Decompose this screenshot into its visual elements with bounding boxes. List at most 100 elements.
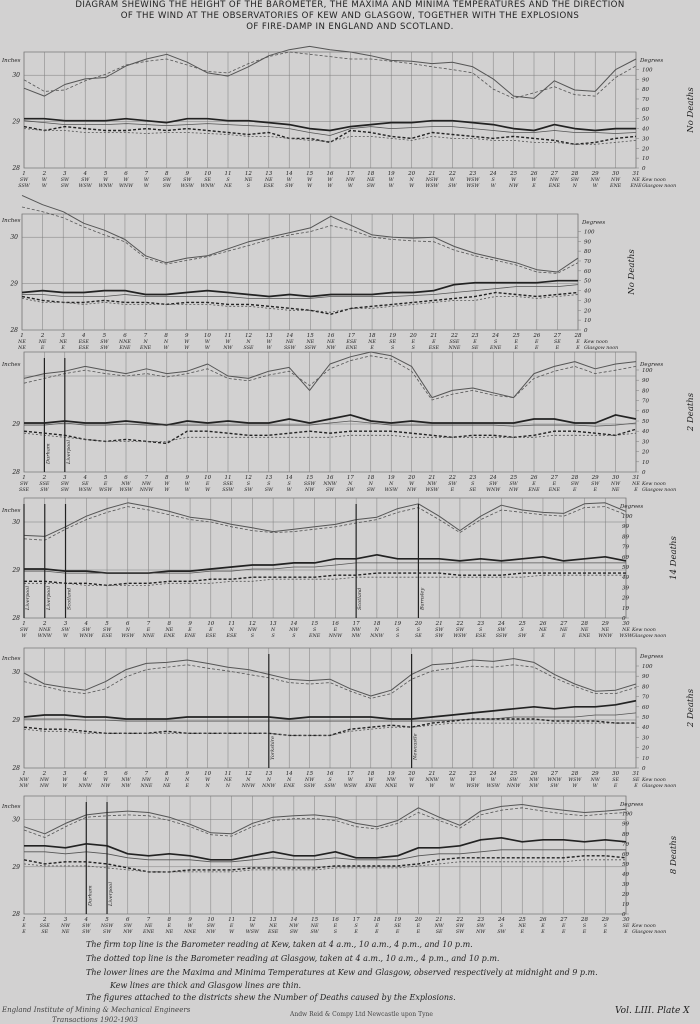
glasgow-wind-label: NW [406, 487, 417, 493]
day-tick-label: 1 [22, 621, 26, 627]
kew-wind-label: NE [164, 627, 173, 633]
glasgow-wind-label: E [540, 633, 545, 639]
kew-wind-label: S [313, 627, 317, 633]
day-tick-label: 3 [63, 475, 67, 481]
glasgow-wind-label: W [409, 783, 415, 789]
kew-wind-label: NNW [424, 777, 439, 783]
kew-wind-label: W [103, 177, 109, 183]
kew-wind-label: N [347, 481, 353, 487]
day-tick-label: 26 [538, 621, 546, 627]
kew-wind-label: W [250, 923, 256, 929]
glasgow-wind-label: SW [163, 183, 172, 189]
degrees-tick-label: 30 [584, 298, 591, 304]
degrees-tick-label: 20 [621, 892, 629, 898]
day-tick-label: 29 [591, 771, 599, 777]
day-tick-label: 27 [559, 621, 567, 627]
kew-wind-label: SE [623, 923, 630, 929]
day-tick-label: 26 [530, 771, 538, 777]
wind-legend-kew: Kew noon [641, 177, 666, 183]
glasgow-wind-label: S [412, 345, 416, 351]
series-line-2 [23, 506, 627, 541]
series-line-5 [24, 572, 626, 587]
glasgow-wind-label: ENE [118, 345, 131, 351]
glasgow-wind-label: W [205, 345, 211, 351]
degrees-tick-label: 40 [621, 872, 629, 878]
caption-line-5: The figures attached to the districts sh… [86, 993, 456, 1002]
day-tick-label: 27 [550, 475, 558, 481]
degrees-tick-label: 100 [642, 664, 653, 670]
day-tick-label: 27 [550, 171, 558, 177]
degrees-label: Degrees [639, 654, 663, 660]
day-tick-label: 10 [204, 171, 211, 177]
degrees-tick-label: 80 [622, 832, 629, 838]
kew-wind-label: SSW [304, 481, 316, 487]
glasgow-wind-label: ENE [345, 345, 358, 351]
kew-wind-label: S [417, 627, 421, 633]
day-tick-label: 21 [428, 771, 436, 777]
kew-wind-label: N [125, 627, 131, 633]
glasgow-wind-label: SW [456, 929, 465, 935]
kew-wind-label: W [83, 777, 89, 783]
day-tick-label: 10 [204, 475, 211, 481]
day-tick-label: 7 [145, 771, 149, 777]
kew-wind-label: SW [20, 627, 29, 633]
day-tick-label: 9 [188, 917, 192, 923]
day-tick-label: 20 [409, 333, 417, 339]
day-tick-label: 7 [147, 621, 151, 627]
kew-wind-label: NW [610, 177, 621, 183]
day-tick-label: 3 [61, 333, 65, 339]
series-line-5 [23, 125, 637, 146]
degrees-tick-label: 80 [622, 534, 629, 540]
series-line-5 [23, 428, 637, 445]
kew-wind-label: E [513, 339, 518, 345]
glasgow-wind-label: ESE [263, 183, 275, 189]
degrees-tick-label: 40 [641, 429, 649, 435]
day-tick-label: 21 [428, 171, 436, 177]
kew-wind-label: NW [18, 777, 29, 783]
explosion-label: Liverpool [108, 882, 114, 907]
kew-wind-label: E [472, 339, 477, 345]
day-tick-label: 4 [82, 171, 87, 177]
day-tick-label: 10 [207, 917, 214, 923]
day-tick-label: 7 [145, 171, 149, 177]
chart-panel-6: Durham LiverpoolInches302928Degrees100908… [1, 795, 679, 935]
inches-tick-label: 28 [11, 911, 20, 918]
inches-tick-label: 29 [11, 421, 20, 428]
glasgow-wind-label: SW [497, 929, 506, 935]
kew-wind-label: NW [60, 923, 71, 929]
glasgow-wind-label: WNW [38, 633, 53, 639]
glasgow-wind-label: SW [290, 929, 299, 935]
kew-wind-label: S [354, 923, 358, 929]
kew-wind-label: E [333, 923, 338, 929]
kew-wind-label: N [184, 777, 190, 783]
glasgow-wind-label: E [395, 929, 400, 935]
kew-wind-label: NE [621, 627, 630, 633]
glasgow-wind-label: ENE [548, 487, 561, 493]
degrees-tick-label: 100 [622, 812, 633, 818]
glasgow-wind-label: NW [39, 783, 50, 789]
day-tick-label: 7 [144, 333, 148, 339]
kew-wind-label: SE [204, 177, 211, 183]
day-tick-label: 28 [580, 621, 588, 627]
explosion-label: Barnsley [419, 588, 425, 611]
day-tick-label: 6 [124, 171, 128, 177]
day-tick-label: 10 [207, 621, 214, 627]
chart-panel-3: Durham LiverpoolInches2928Degrees10090807… [1, 351, 696, 493]
kew-wind-label: SE [389, 339, 396, 345]
kew-wind-label: W [225, 339, 231, 345]
glasgow-wind-label: E [21, 929, 26, 935]
glasgow-wind-label: WSW [344, 783, 358, 789]
kew-wind-label: S [492, 177, 496, 183]
day-tick-label: 9 [185, 333, 189, 339]
glasgow-wind-label: NW [304, 487, 315, 493]
day-tick-label: 18 [373, 621, 380, 627]
glasgow-wind-label: WSW [79, 183, 93, 189]
kew-wind-label: W [450, 777, 456, 783]
day-tick-label: 28 [570, 475, 578, 481]
kew-wind-label: NW [288, 627, 299, 633]
day-tick-label: 29 [601, 917, 609, 923]
day-tick-label: 18 [369, 333, 376, 339]
kew-wind-label: SW [207, 923, 216, 929]
kew-wind-label: NE [631, 481, 640, 487]
glasgow-wind-label: W [307, 183, 313, 189]
